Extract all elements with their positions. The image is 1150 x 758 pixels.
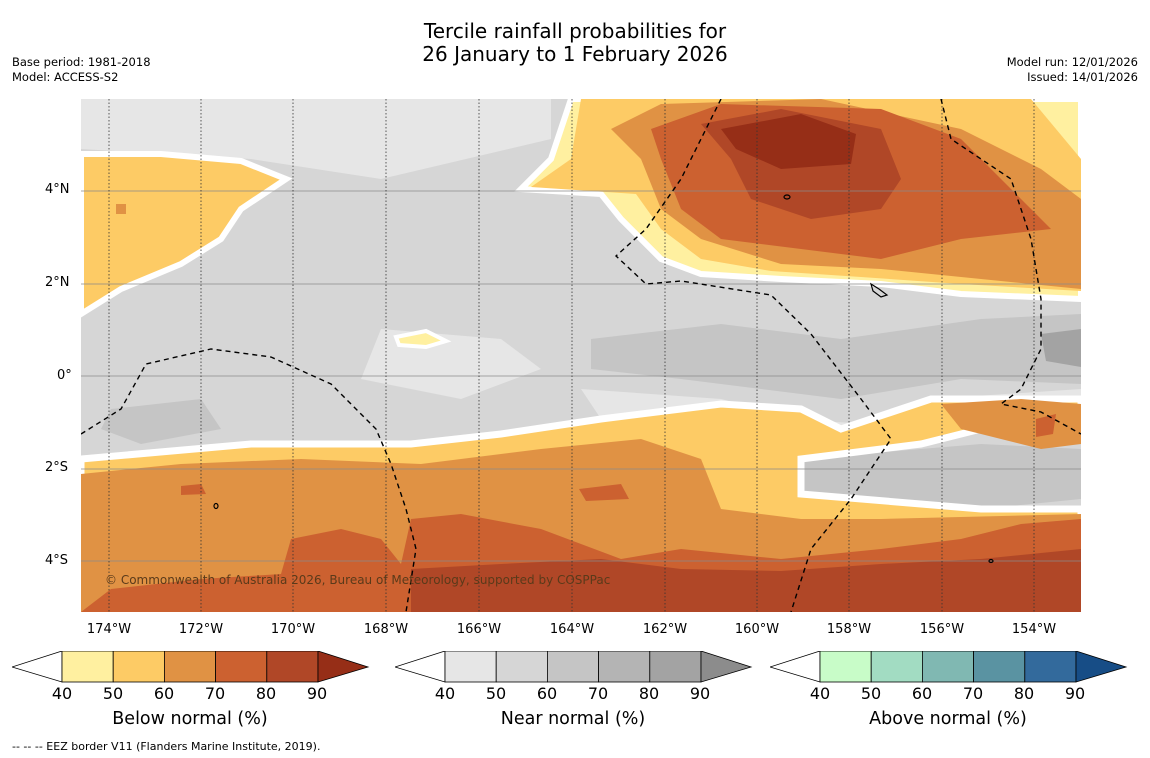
probability-map — [81, 99, 1081, 612]
x-tick-label: 166°W — [456, 622, 502, 637]
colorbar-swatch — [495, 651, 548, 683]
model-run: Model run: 12/01/2026 — [1006, 55, 1138, 69]
colorbar-swatch — [649, 651, 702, 683]
colorbar-swatch — [61, 651, 114, 683]
colorbar-swatch — [112, 651, 165, 683]
colorbar-swatch — [1024, 651, 1077, 683]
colorbar-tick: 40 — [434, 684, 456, 703]
colorbar-swatch — [163, 651, 216, 683]
x-tick-label: 156°W — [919, 622, 965, 637]
meta-right: Model run: 12/01/2026 Issued: 14/01/2026 — [1007, 55, 1138, 85]
below-normal-40-patch — [393, 328, 452, 350]
colorbar-tick: 80 — [638, 684, 660, 703]
colorbar-tick: 40 — [809, 684, 831, 703]
colorbar-swatch — [973, 651, 1026, 683]
colorbar-tick: 90 — [689, 684, 711, 703]
colorbar-swatch — [266, 651, 319, 683]
colorbar-tick: 90 — [1064, 684, 1086, 703]
x-tick-label: 162°W — [642, 622, 688, 637]
below-normal-60-area — [941, 399, 1081, 449]
title-line-2: 26 January to 1 February 2026 — [422, 42, 728, 66]
colorbar-above-normal — [770, 651, 1128, 683]
near-normal-60-patch — [801, 444, 1081, 509]
colorbar-tick: 60 — [911, 684, 933, 703]
colorbar-swatch — [819, 651, 872, 683]
colorbar-below-normal — [12, 651, 370, 683]
eez-legend-footer: -- -- -- EEZ border V11 (Flanders Marine… — [12, 740, 321, 753]
colorbar-label-near: Near normal (%) — [500, 709, 646, 729]
title-line-1: Tercile rainfall probabilities for — [423, 19, 727, 43]
near-normal-80-patch — [1041, 329, 1081, 367]
colorbar-near-normal — [395, 651, 753, 683]
colorbar-arrow — [317, 651, 370, 683]
copyright-notice: © Commonwealth of Australia 2026, Bureau… — [105, 573, 611, 587]
colorbar-swatch — [598, 651, 651, 683]
below-normal-50-area — [81, 151, 293, 318]
x-tick-label: 168°W — [363, 622, 409, 637]
x-tick-label: 172°W — [178, 622, 224, 637]
colorbar-swatch — [921, 651, 974, 683]
y-tick-label: 2°S — [45, 460, 69, 475]
chart-title: Tercile rainfall probabilities for 26 Ja… — [0, 20, 1150, 66]
below-normal-70-patch — [181, 484, 206, 495]
colorbar-swatch — [215, 651, 268, 683]
issued-date: Issued: 14/01/2026 — [1027, 70, 1138, 84]
latitude-gridlines — [81, 190, 1081, 562]
y-tick-label: 4°S — [45, 553, 69, 568]
colorbar-tick: 70 — [962, 684, 984, 703]
colorbar-arrow — [700, 651, 753, 683]
longitude-gridlines — [108, 99, 1035, 612]
model-name: Model: ACCESS-S2 — [12, 70, 119, 84]
colorbar-swatch — [546, 651, 599, 683]
below-normal-90-area — [721, 114, 856, 169]
x-tick-label: 170°W — [270, 622, 316, 637]
x-tick-label: 164°W — [549, 622, 595, 637]
below-normal-80-area — [411, 549, 1081, 612]
y-tick-label: 4°N — [45, 182, 70, 197]
islands — [213, 194, 994, 564]
colorbar-swatch — [870, 651, 923, 683]
below-normal-70-patch — [1036, 414, 1056, 437]
colorbar-tick: 50 — [485, 684, 507, 703]
colorbar-tick: 60 — [536, 684, 558, 703]
colorbar-label-above: Above normal (%) — [869, 709, 1027, 729]
x-tick-label: 154°W — [1011, 622, 1057, 637]
eez-borders — [81, 99, 1081, 612]
x-tick-label: 160°W — [734, 622, 780, 637]
below-normal-60-patch — [116, 204, 126, 214]
colorbar-tick: 90 — [306, 684, 328, 703]
colorbar-swatch — [444, 651, 497, 683]
near-normal-40-patch — [81, 99, 551, 179]
below-normal-70-patch — [579, 484, 629, 501]
near-normal-60-patch — [101, 399, 221, 444]
meta-left: Base period: 1981-2018 Model: ACCESS-S2 — [12, 55, 151, 85]
colorbar-tick: 50 — [860, 684, 882, 703]
colorbar-tick: 50 — [102, 684, 124, 703]
colorbar-arrow — [1075, 651, 1128, 683]
colorbar-tick: 80 — [255, 684, 277, 703]
colorbar-tick: 70 — [204, 684, 226, 703]
x-tick-label: 174°W — [86, 622, 132, 637]
base-period: Base period: 1981-2018 — [12, 55, 151, 69]
y-tick-label: 0° — [57, 368, 72, 383]
y-tick-label: 2°N — [45, 275, 70, 290]
colorbar-tick: 70 — [587, 684, 609, 703]
x-tick-label: 158°W — [826, 622, 872, 637]
colorbar-tick: 80 — [1013, 684, 1035, 703]
near-normal-60-patch — [591, 314, 1081, 399]
colorbar-tick: 40 — [51, 684, 73, 703]
colorbar-label-below: Below normal (%) — [112, 709, 268, 729]
colorbar-tick: 60 — [153, 684, 175, 703]
